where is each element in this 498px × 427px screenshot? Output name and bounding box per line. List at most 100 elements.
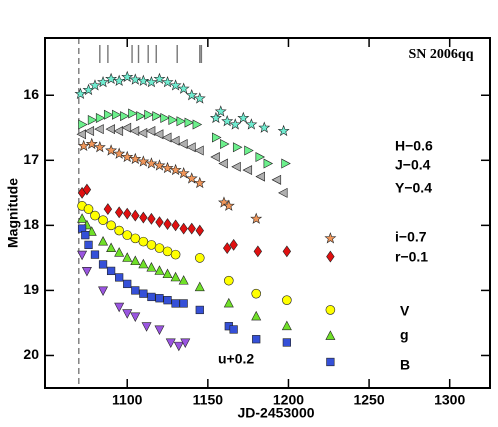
data-point bbox=[255, 152, 266, 163]
plot-frame bbox=[44, 37, 491, 389]
data-point bbox=[282, 338, 291, 347]
x-tick-label: 1200 bbox=[273, 392, 304, 408]
data-point bbox=[195, 224, 204, 237]
data-point bbox=[194, 281, 205, 292]
data-point bbox=[131, 286, 140, 295]
data-point bbox=[105, 124, 116, 135]
data-point bbox=[155, 216, 164, 229]
data-point bbox=[84, 240, 93, 250]
data-point bbox=[84, 126, 95, 137]
data-point bbox=[251, 288, 262, 299]
data-point bbox=[184, 117, 195, 128]
data-point bbox=[253, 245, 263, 258]
data-point bbox=[139, 289, 148, 298]
data-point bbox=[278, 187, 288, 198]
data-point bbox=[173, 341, 184, 352]
data-point bbox=[169, 163, 182, 176]
data-point bbox=[251, 310, 262, 321]
data-point bbox=[138, 236, 149, 247]
data-point bbox=[222, 199, 235, 211]
data-point bbox=[214, 105, 227, 117]
data-point bbox=[263, 158, 274, 169]
y-tick-label: 18 bbox=[23, 216, 39, 232]
data-point bbox=[77, 250, 88, 261]
data-point bbox=[146, 240, 157, 250]
data-point bbox=[81, 266, 92, 277]
data-point bbox=[147, 212, 156, 225]
data-point bbox=[252, 335, 261, 344]
data-point bbox=[77, 213, 88, 223]
data-point bbox=[218, 158, 228, 169]
data-point bbox=[129, 152, 142, 165]
x-tick-label: 1100 bbox=[112, 392, 143, 408]
data-point bbox=[222, 242, 232, 255]
data-point bbox=[77, 139, 90, 152]
data-point bbox=[138, 258, 149, 269]
data-point bbox=[83, 204, 94, 214]
series-label: B bbox=[400, 357, 410, 373]
data-point bbox=[258, 121, 271, 133]
data-point bbox=[122, 309, 133, 319]
data-point bbox=[153, 72, 166, 85]
data-point bbox=[87, 114, 98, 125]
data-point bbox=[271, 174, 282, 185]
data-point bbox=[98, 215, 108, 225]
y-tick-label: 17 bbox=[23, 151, 39, 167]
data-point bbox=[162, 246, 173, 257]
y-axis-label: Magnitude bbox=[5, 178, 21, 248]
data-point bbox=[137, 127, 148, 138]
data-point bbox=[106, 266, 116, 276]
data-point bbox=[145, 126, 156, 137]
data-point bbox=[220, 139, 230, 150]
data-point bbox=[145, 157, 158, 169]
data-point bbox=[218, 196, 230, 208]
data-point bbox=[162, 268, 173, 279]
data-point bbox=[121, 70, 134, 83]
data-point bbox=[193, 176, 206, 189]
data-point bbox=[114, 302, 125, 313]
data-point bbox=[82, 183, 92, 196]
data-point bbox=[223, 297, 234, 308]
data-point bbox=[179, 222, 188, 235]
data-point bbox=[229, 238, 238, 251]
data-point bbox=[163, 296, 172, 305]
data-point bbox=[281, 320, 292, 331]
y-tick-label: 16 bbox=[23, 86, 39, 102]
data-point bbox=[171, 299, 180, 308]
data-point bbox=[153, 129, 164, 140]
data-point bbox=[74, 87, 87, 100]
x-tick-label: 1150 bbox=[193, 392, 224, 408]
data-point bbox=[194, 253, 205, 263]
data-point bbox=[282, 245, 292, 258]
data-point bbox=[161, 161, 174, 174]
data-point bbox=[178, 275, 189, 285]
data-point bbox=[325, 305, 336, 315]
data-point bbox=[114, 247, 125, 257]
data-point bbox=[146, 262, 157, 272]
x-tick-label: 1300 bbox=[434, 392, 465, 408]
series-label: Y−0.4 bbox=[395, 180, 432, 196]
series-label: H−0.6 bbox=[395, 138, 433, 154]
data-point bbox=[177, 167, 190, 179]
data-point bbox=[115, 273, 124, 282]
data-point bbox=[154, 325, 165, 336]
data-point bbox=[130, 255, 141, 266]
data-point bbox=[130, 233, 141, 244]
data-point bbox=[81, 230, 90, 240]
data-point bbox=[277, 124, 290, 137]
data-point bbox=[94, 124, 104, 135]
data-point bbox=[86, 226, 97, 236]
x-axis-label: JD-2453000 bbox=[237, 405, 314, 421]
data-point bbox=[229, 325, 238, 334]
data-point bbox=[93, 141, 106, 153]
data-point bbox=[168, 114, 178, 125]
data-point bbox=[113, 74, 126, 87]
data-point bbox=[325, 330, 336, 340]
data-point bbox=[224, 275, 234, 286]
data-point bbox=[114, 225, 124, 236]
data-point bbox=[122, 252, 133, 262]
data-point bbox=[137, 74, 150, 87]
data-point bbox=[152, 111, 162, 122]
y-tick-label: 20 bbox=[23, 346, 39, 362]
data-point bbox=[210, 152, 220, 163]
